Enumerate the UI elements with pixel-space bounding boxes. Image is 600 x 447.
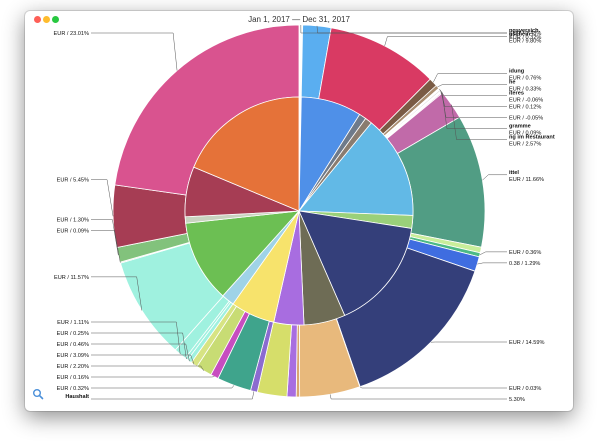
slice-label-8: gramme [509, 124, 531, 130]
close-window-button[interactable] [34, 16, 41, 23]
leader-line-15 [359, 386, 507, 389]
outer-ring [112, 24, 486, 398]
leader-line-8 [442, 92, 507, 129]
leader-line-12 [479, 251, 507, 256]
leader-line-5 [439, 88, 507, 96]
slice-amount-14: EUR / 14.59% [509, 340, 544, 346]
slice-amount-7: EUR / -0.05% [509, 116, 543, 122]
leader-line-31 [91, 179, 114, 217]
slice-amount-31: EUR / 5.45% [57, 178, 89, 184]
slice-amount-16: 5.30% [509, 397, 525, 403]
app-window: Jan 1, 2017 — Dec 31, 2017 ngsversich. EU… [25, 11, 573, 411]
label-layer: ngsversich.EUR / 0.32%EUR / 2.48%gschein… [54, 25, 555, 403]
slice-amount-26: EUR / 0.25% [57, 331, 89, 337]
slice-amount-23: EUR / 2.20% [57, 364, 89, 370]
slice-label-20: Haushalt [65, 394, 89, 400]
leader-line-7 [441, 91, 507, 118]
slice-label-3: idung [509, 69, 525, 75]
leader-line-3 [433, 73, 507, 83]
slice-amount-30: EUR / 1.30% [57, 218, 89, 224]
slice-label-0: ngsversich. [509, 28, 541, 34]
slice-label-2: gschein [509, 32, 531, 38]
slice-label-10: ittel [509, 170, 519, 176]
slice-amount-5: EUR / -0.06% [509, 98, 543, 104]
slice-amount-1: EUR / 2.48% [509, 31, 541, 37]
leader-line-29 [91, 230, 121, 263]
leader-line-20 [91, 391, 255, 400]
slice-amount-9: EUR / 2.57% [509, 142, 541, 148]
leader-line-30 [91, 219, 119, 255]
slice-amount-6: EUR / 0.12% [509, 105, 541, 111]
leader-line-25 [91, 343, 190, 362]
inner-ring [184, 96, 414, 326]
slice-amount-25: EUR / 0.46% [57, 342, 89, 348]
minimize-window-button[interactable] [43, 16, 50, 23]
inner-slice-4[interactable] [298, 122, 414, 216]
inner-slice-11[interactable] [185, 210, 300, 297]
leader-line-23 [91, 365, 205, 371]
inner-slice-6[interactable] [298, 210, 413, 316]
leader-line-32 [91, 32, 178, 71]
slice-amount-22: EUR / 0.16% [57, 375, 89, 381]
slice-amount-10: EUR / 11.66% [509, 177, 544, 183]
inner-slice-14[interactable] [193, 96, 300, 212]
leader-line-9 [451, 104, 507, 140]
title-bar: Jan 1, 2017 — Dec 31, 2017 [25, 11, 573, 27]
leader-line-4 [437, 84, 507, 88]
leader-line-10 [482, 174, 507, 181]
sunburst-chart: ngsversich.EUR / 0.32%EUR / 2.48%gschein… [54, 24, 555, 403]
slice-label-5: iteres [509, 91, 524, 97]
leader-line-27 [91, 321, 181, 355]
slice-label-9: ng im Restaurant [509, 135, 555, 141]
leader-line-1 [316, 25, 507, 34]
slice-amount-21: EUR / 0.32% [57, 386, 89, 392]
leader-line-2 [384, 36, 507, 46]
slice-amount-27: EUR / 1.11% [57, 320, 89, 326]
leader-line-13 [477, 262, 507, 265]
slice-amount-2: EUR / 9.80% [509, 39, 541, 45]
leader-line-28 [91, 276, 143, 311]
slice-amount-15: EUR / 0.03% [509, 386, 541, 392]
leader-line-21 [91, 385, 235, 389]
leader-line-16 [329, 394, 507, 400]
slice-label-4: he [509, 80, 516, 86]
search-icon[interactable] [32, 387, 44, 400]
slice-amount-3: EUR / 0.76% [509, 76, 541, 82]
slice-amount-32: EUR / 23.01% [54, 31, 89, 37]
slice-amount-8: EUR / 0.09% [509, 131, 541, 137]
slice-amount-12: EUR / 0.36% [509, 250, 541, 256]
slice-amount-13: 0.38 / 1.29% [509, 261, 540, 267]
leader-line-24 [91, 354, 195, 365]
slice-amount-4: EUR / 0.33% [509, 87, 541, 93]
leader-line-26 [91, 332, 187, 360]
slice-amount-29: EUR / 0.09% [57, 229, 89, 235]
slice-amount-0: EUR / 0.32% [509, 35, 541, 41]
slice-amount-28: EUR / 11.57% [54, 275, 89, 281]
date-range-label[interactable]: Jan 1, 2017 — Dec 31, 2017 [248, 15, 350, 24]
zoom-window-button[interactable] [52, 16, 59, 23]
slice-amount-24: EUR / 3.09% [57, 353, 89, 359]
